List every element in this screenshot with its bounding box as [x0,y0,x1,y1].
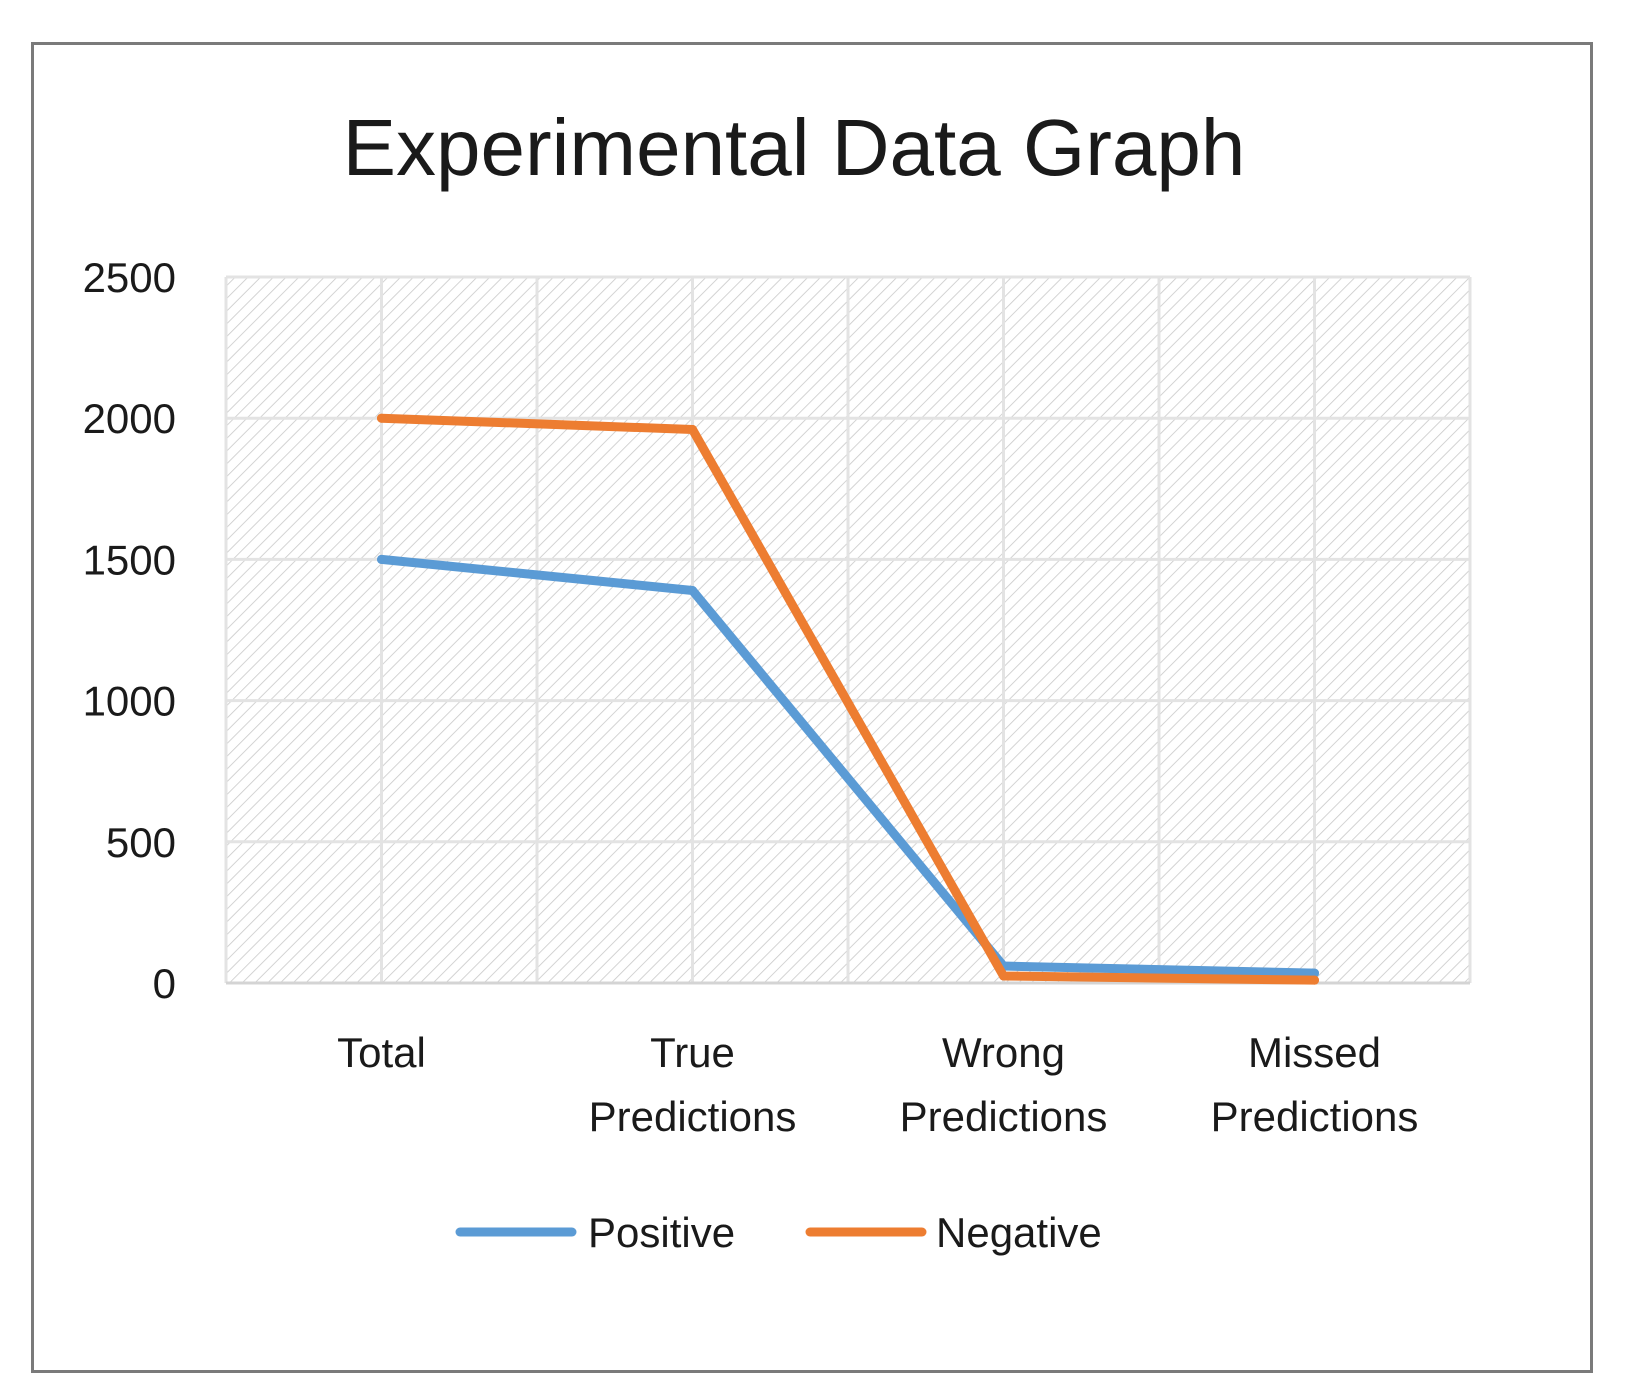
x-tick-label: Missed [1248,1029,1381,1076]
y-tick-label: 2500 [83,254,176,301]
chart-title: Experimental Data Graph [343,103,1246,192]
axes: 0 500 1000 1500 2000 2500 Total True Predictions… [83,254,1470,1140]
x-tick-label: Predictions [900,1093,1108,1140]
y-tick-label: 1000 [83,678,176,725]
y-tick-label: 1500 [83,536,176,583]
data-point-negative [999,971,1008,981]
data-point-negative [1310,975,1319,985]
x-tick-label: Predictions [1211,1093,1419,1140]
legend: Positive Negative [455,1209,1102,1256]
y-tick-label: 2000 [83,395,176,442]
y-tick-label: 0 [153,960,176,1007]
x-tick-label: Predictions [589,1093,797,1140]
data-point-negative [377,413,386,423]
data-point-positive [1310,968,1319,978]
chart-frame: Experimental Data Graph 0 500 1000 1500 2000… [31,42,1593,1373]
legend-label-negative: Negative [936,1209,1102,1256]
y-tick-label: 500 [106,819,176,866]
legend-label-positive: Positive [588,1209,735,1256]
x-tick-label: Total [337,1029,426,1076]
line-chart: Experimental Data Graph 0 500 1000 1500 2000… [83,103,1472,1256]
series-line-positive [377,554,1319,978]
series-line-negative [377,413,1319,985]
x-tick-label: Wrong [942,1029,1065,1076]
data-point-positive [377,554,386,564]
x-tick-label: True [650,1029,735,1076]
data-point-positive [688,585,697,595]
series [377,413,1319,985]
data-point-negative [688,424,697,434]
